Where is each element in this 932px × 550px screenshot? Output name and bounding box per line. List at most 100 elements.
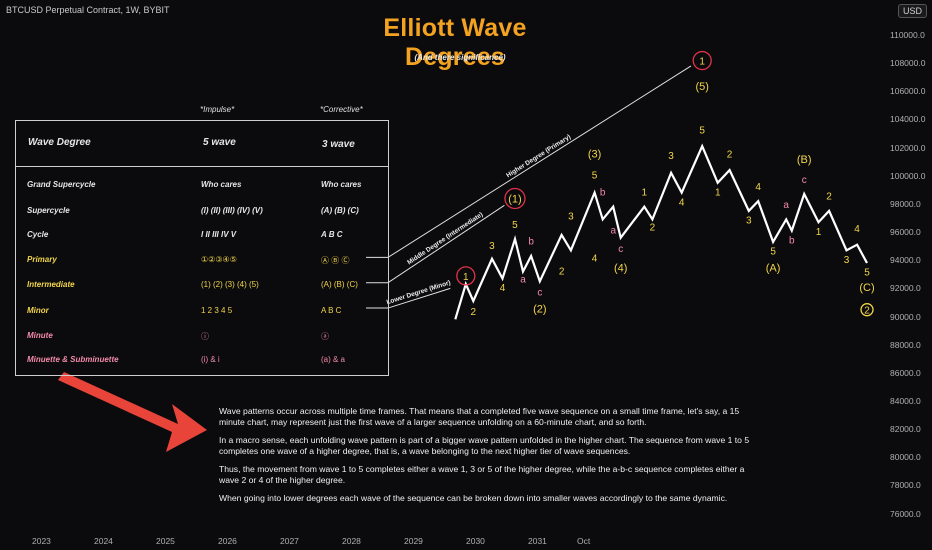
wave-label: 5 xyxy=(592,171,598,182)
row-corrective-waves: (A) (B) (C) xyxy=(321,280,358,289)
y-tick-label: 76000.0 xyxy=(890,508,921,519)
wave-label: b xyxy=(528,237,534,248)
y-tick-label: 78000.0 xyxy=(890,480,921,491)
wave-circle-label: (5) xyxy=(695,81,708,93)
row-impulse-waves: ①②③④⑤ xyxy=(201,255,237,264)
wave-label: (C) xyxy=(859,282,874,294)
header-corrective: 3 wave xyxy=(322,139,355,150)
paragraph-3: Thus, the movement from wave 1 to 5 comp… xyxy=(219,464,745,485)
wave-label: 4 xyxy=(755,182,761,193)
wave-label: 3 xyxy=(568,211,574,222)
y-tick-label: 80000.0 xyxy=(890,452,921,463)
wave-label: c xyxy=(802,175,807,186)
paragraph-4: When going into lower degrees each wave … xyxy=(219,493,728,503)
wave-label-ring xyxy=(456,266,476,286)
wave-degree-table: Wave Degree 5 wave 3 wave Grand Supercyc… xyxy=(15,120,389,376)
degree-connector-line xyxy=(387,204,505,284)
x-tick-label: 2030 xyxy=(466,536,485,546)
wave-label: c xyxy=(537,287,542,298)
row-degree-name: Minor xyxy=(27,306,49,315)
x-tick-label: 2029 xyxy=(404,536,423,546)
header-impulse: 5 wave xyxy=(203,137,236,148)
x-tick-label: 2028 xyxy=(342,536,361,546)
row-impulse-waves: ⓘ xyxy=(201,332,209,341)
x-tick-label: 2023 xyxy=(32,536,51,546)
wave-label: 5 xyxy=(864,268,870,279)
row-corrective-waves: (a) & a xyxy=(321,355,346,364)
degree-line-label: Higher Degree (Primary) xyxy=(505,133,572,179)
wave-series-line xyxy=(454,143,868,320)
x-tick-label: 2031 xyxy=(528,536,547,546)
wave-label: (B) xyxy=(797,154,812,166)
wave-label: b xyxy=(600,187,606,198)
row-corrective-waves: (A) (B) (C) xyxy=(321,206,359,215)
currency-button[interactable]: USD xyxy=(898,4,928,18)
row-degree-name: Intermediate xyxy=(27,280,75,289)
x-tick-label: Oct xyxy=(577,536,591,546)
wave-label: c xyxy=(618,244,623,255)
wave-label: 1 xyxy=(642,187,648,198)
wave-circle-label: 2 xyxy=(864,306,870,317)
y-tick-label: 86000.0 xyxy=(890,367,921,378)
row-impulse-waves: (1) (2) (3) (4) (5) xyxy=(201,280,259,289)
degree-connector-line xyxy=(387,65,692,258)
y-tick-label: 92000.0 xyxy=(890,283,921,294)
wave-label: 2 xyxy=(826,192,832,203)
wave-label: 2 xyxy=(727,149,733,160)
y-tick-label: 90000.0 xyxy=(890,311,921,322)
impulse-column-heading: *Impulse* xyxy=(200,105,235,114)
row-impulse-waves: I II III IV V xyxy=(201,230,237,239)
row-corrective-waves: Who cares xyxy=(321,180,362,189)
wave-label: 3 xyxy=(746,216,752,227)
pointer-arrow xyxy=(58,372,207,452)
row-degree-name: Minuette & Subminuette xyxy=(27,355,119,364)
y-tick-label: 88000.0 xyxy=(890,339,921,350)
wave-label: 5 xyxy=(770,247,776,258)
wave-label: 4 xyxy=(500,283,506,294)
wave-label-ring xyxy=(504,187,526,210)
wave-label: 2 xyxy=(471,307,477,318)
x-tick-label: 2024 xyxy=(94,536,113,546)
degree-connector-line xyxy=(387,287,451,309)
chart-title: Elliott Wave Degrees xyxy=(383,14,527,71)
wave-label: 2 xyxy=(650,223,656,234)
row-impulse-waves: Who cares xyxy=(201,180,242,189)
chart-subtitle: (And there significance) xyxy=(414,53,506,62)
y-tick-label: 102000.0 xyxy=(890,142,926,153)
row-corrective-waves: A B C xyxy=(321,230,343,239)
y-tick-label: 108000.0 xyxy=(890,58,926,69)
table-divider xyxy=(16,166,388,167)
x-tick-label: 2027 xyxy=(280,536,299,546)
y-tick-label: 98000.0 xyxy=(890,198,921,209)
y-tick-label: 94000.0 xyxy=(890,255,921,266)
wave-circle-label: 1 xyxy=(699,57,705,68)
x-tick-label: 2025 xyxy=(156,536,175,546)
wave-label: (3) xyxy=(588,148,601,160)
row-degree-name: Supercycle xyxy=(27,206,70,215)
wave-circle-label: (1) xyxy=(508,193,521,205)
row-corrective-waves: ⓐ xyxy=(321,332,329,341)
row-degree-name: Minute xyxy=(27,331,53,340)
row-impulse-waves: (i) & i xyxy=(201,355,220,364)
y-tick-label: 96000.0 xyxy=(890,227,921,238)
y-tick-label: 110000.0 xyxy=(890,30,925,40)
wave-label: 4 xyxy=(854,224,860,235)
wave-label: a xyxy=(610,225,616,236)
wave-label: 1 xyxy=(715,187,721,198)
wave-label: 4 xyxy=(679,197,685,208)
wave-label: 3 xyxy=(844,255,850,266)
wave-label: (4) xyxy=(614,262,627,274)
explanation-text: Wave patterns occur across multiple time… xyxy=(219,406,759,511)
wave-label: 2 xyxy=(559,266,565,277)
y-tick-label: 100000.0 xyxy=(890,170,926,181)
wave-label: b xyxy=(789,235,795,246)
wave-circle-label: 1 xyxy=(463,272,469,283)
row-degree-name: Grand Supercycle xyxy=(27,180,96,189)
degree-line-label: Lower Degree (Minor) xyxy=(386,279,452,306)
y-tick-label: 84000.0 xyxy=(890,395,921,406)
y-tick-label: 104000.0 xyxy=(890,114,926,125)
x-tick-label: 2026 xyxy=(218,536,237,546)
row-impulse-waves: (I) (II) (III) (IV) (V) xyxy=(201,206,263,215)
row-corrective-waves: Ⓐ Ⓑ Ⓒ xyxy=(321,256,350,265)
corrective-column-heading: *Corrective* xyxy=(320,105,363,114)
